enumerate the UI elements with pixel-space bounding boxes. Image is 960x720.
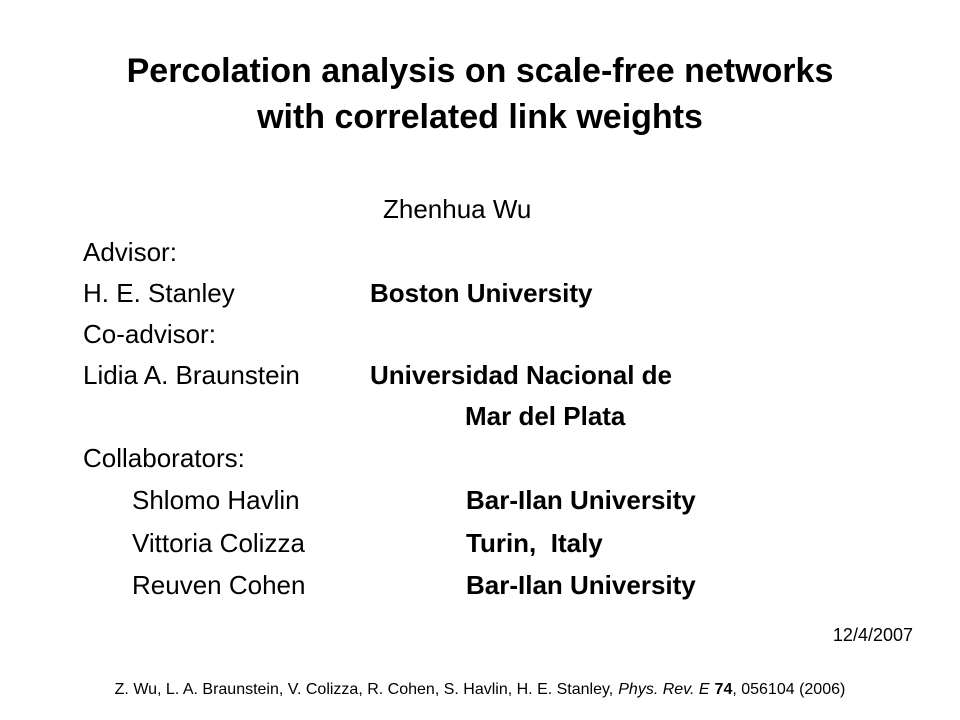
person-name: Reuven Cohen bbox=[132, 570, 306, 600]
citation-authors: Z. Wu, L. A. Braunstein, V. Colizza, R. … bbox=[114, 681, 614, 698]
person-name: Lidia A. Braunstein bbox=[83, 360, 300, 390]
affiliation: Bar-Ilan University bbox=[466, 485, 696, 515]
affiliation: Boston University bbox=[370, 278, 593, 308]
date: 12/4/2007 bbox=[832, 625, 913, 645]
citation: Z. Wu, L. A. Braunstein, V. Colizza, R. … bbox=[0, 682, 960, 698]
affiliation: Mar del Plata bbox=[465, 401, 626, 431]
person-name: Vittoria Colizza bbox=[132, 528, 305, 558]
person-name: H. E. Stanley bbox=[83, 278, 235, 308]
citation-rest: , 056104 (2006) bbox=[732, 681, 846, 698]
affiliation: Universidad Nacional de bbox=[370, 360, 672, 390]
title-line: with correlated link weights bbox=[257, 98, 703, 136]
affiliation: Turin, Italy bbox=[466, 528, 603, 558]
person-name: Shlomo Havlin bbox=[132, 485, 300, 515]
affiliation: Bar-Ilan University bbox=[466, 570, 696, 600]
author: Zhenhua Wu bbox=[383, 194, 532, 224]
role: Collaborators: bbox=[83, 443, 245, 473]
role: Co-advisor: bbox=[83, 319, 216, 349]
title-line: Percolation analysis on scale-free netwo… bbox=[126, 52, 834, 90]
citation-volume: 74 bbox=[714, 681, 733, 698]
role: Advisor: bbox=[83, 237, 177, 267]
citation-journal: Phys. Rev. E bbox=[618, 681, 710, 698]
